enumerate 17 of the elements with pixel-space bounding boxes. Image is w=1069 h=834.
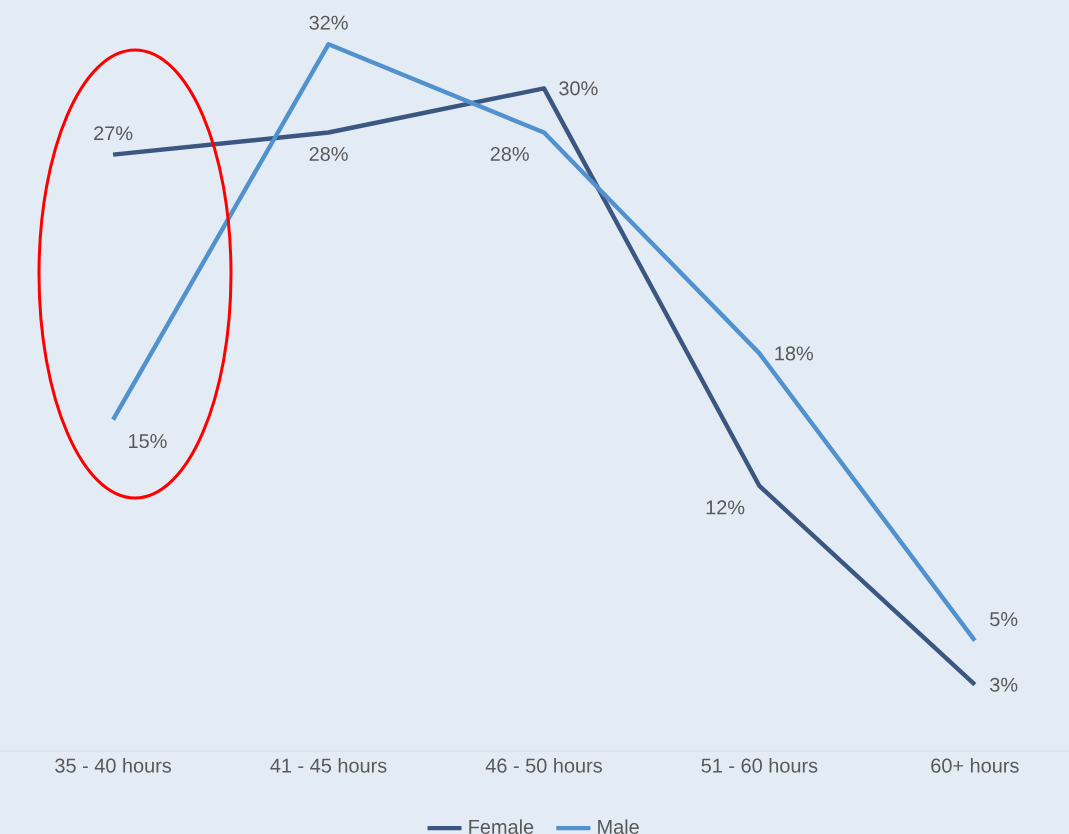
data-label: 15% <box>129 434 167 449</box>
data-label: 28% <box>490 146 529 162</box>
legend-label: Male <box>598 819 639 834</box>
data-label: 28% <box>309 146 348 162</box>
x-tick-label: 41 - 45 hours <box>270 758 387 773</box>
x-tick-label: 51 - 60 hours <box>701 758 818 773</box>
data-label: 18% <box>775 346 814 361</box>
data-label: 5% <box>990 612 1018 627</box>
legend-label: Female <box>469 819 534 834</box>
data-label: 32% <box>309 15 348 30</box>
data-label: 27% <box>94 126 133 141</box>
data-label: 30% <box>559 81 598 96</box>
x-tick-label: 46 - 50 hours <box>485 758 602 773</box>
data-label: 12% <box>706 500 745 515</box>
data-label: 3% <box>990 677 1018 692</box>
x-tick-label: 35 - 40 hours <box>55 758 172 773</box>
x-tick-label: 60+ hours <box>931 758 1019 773</box>
